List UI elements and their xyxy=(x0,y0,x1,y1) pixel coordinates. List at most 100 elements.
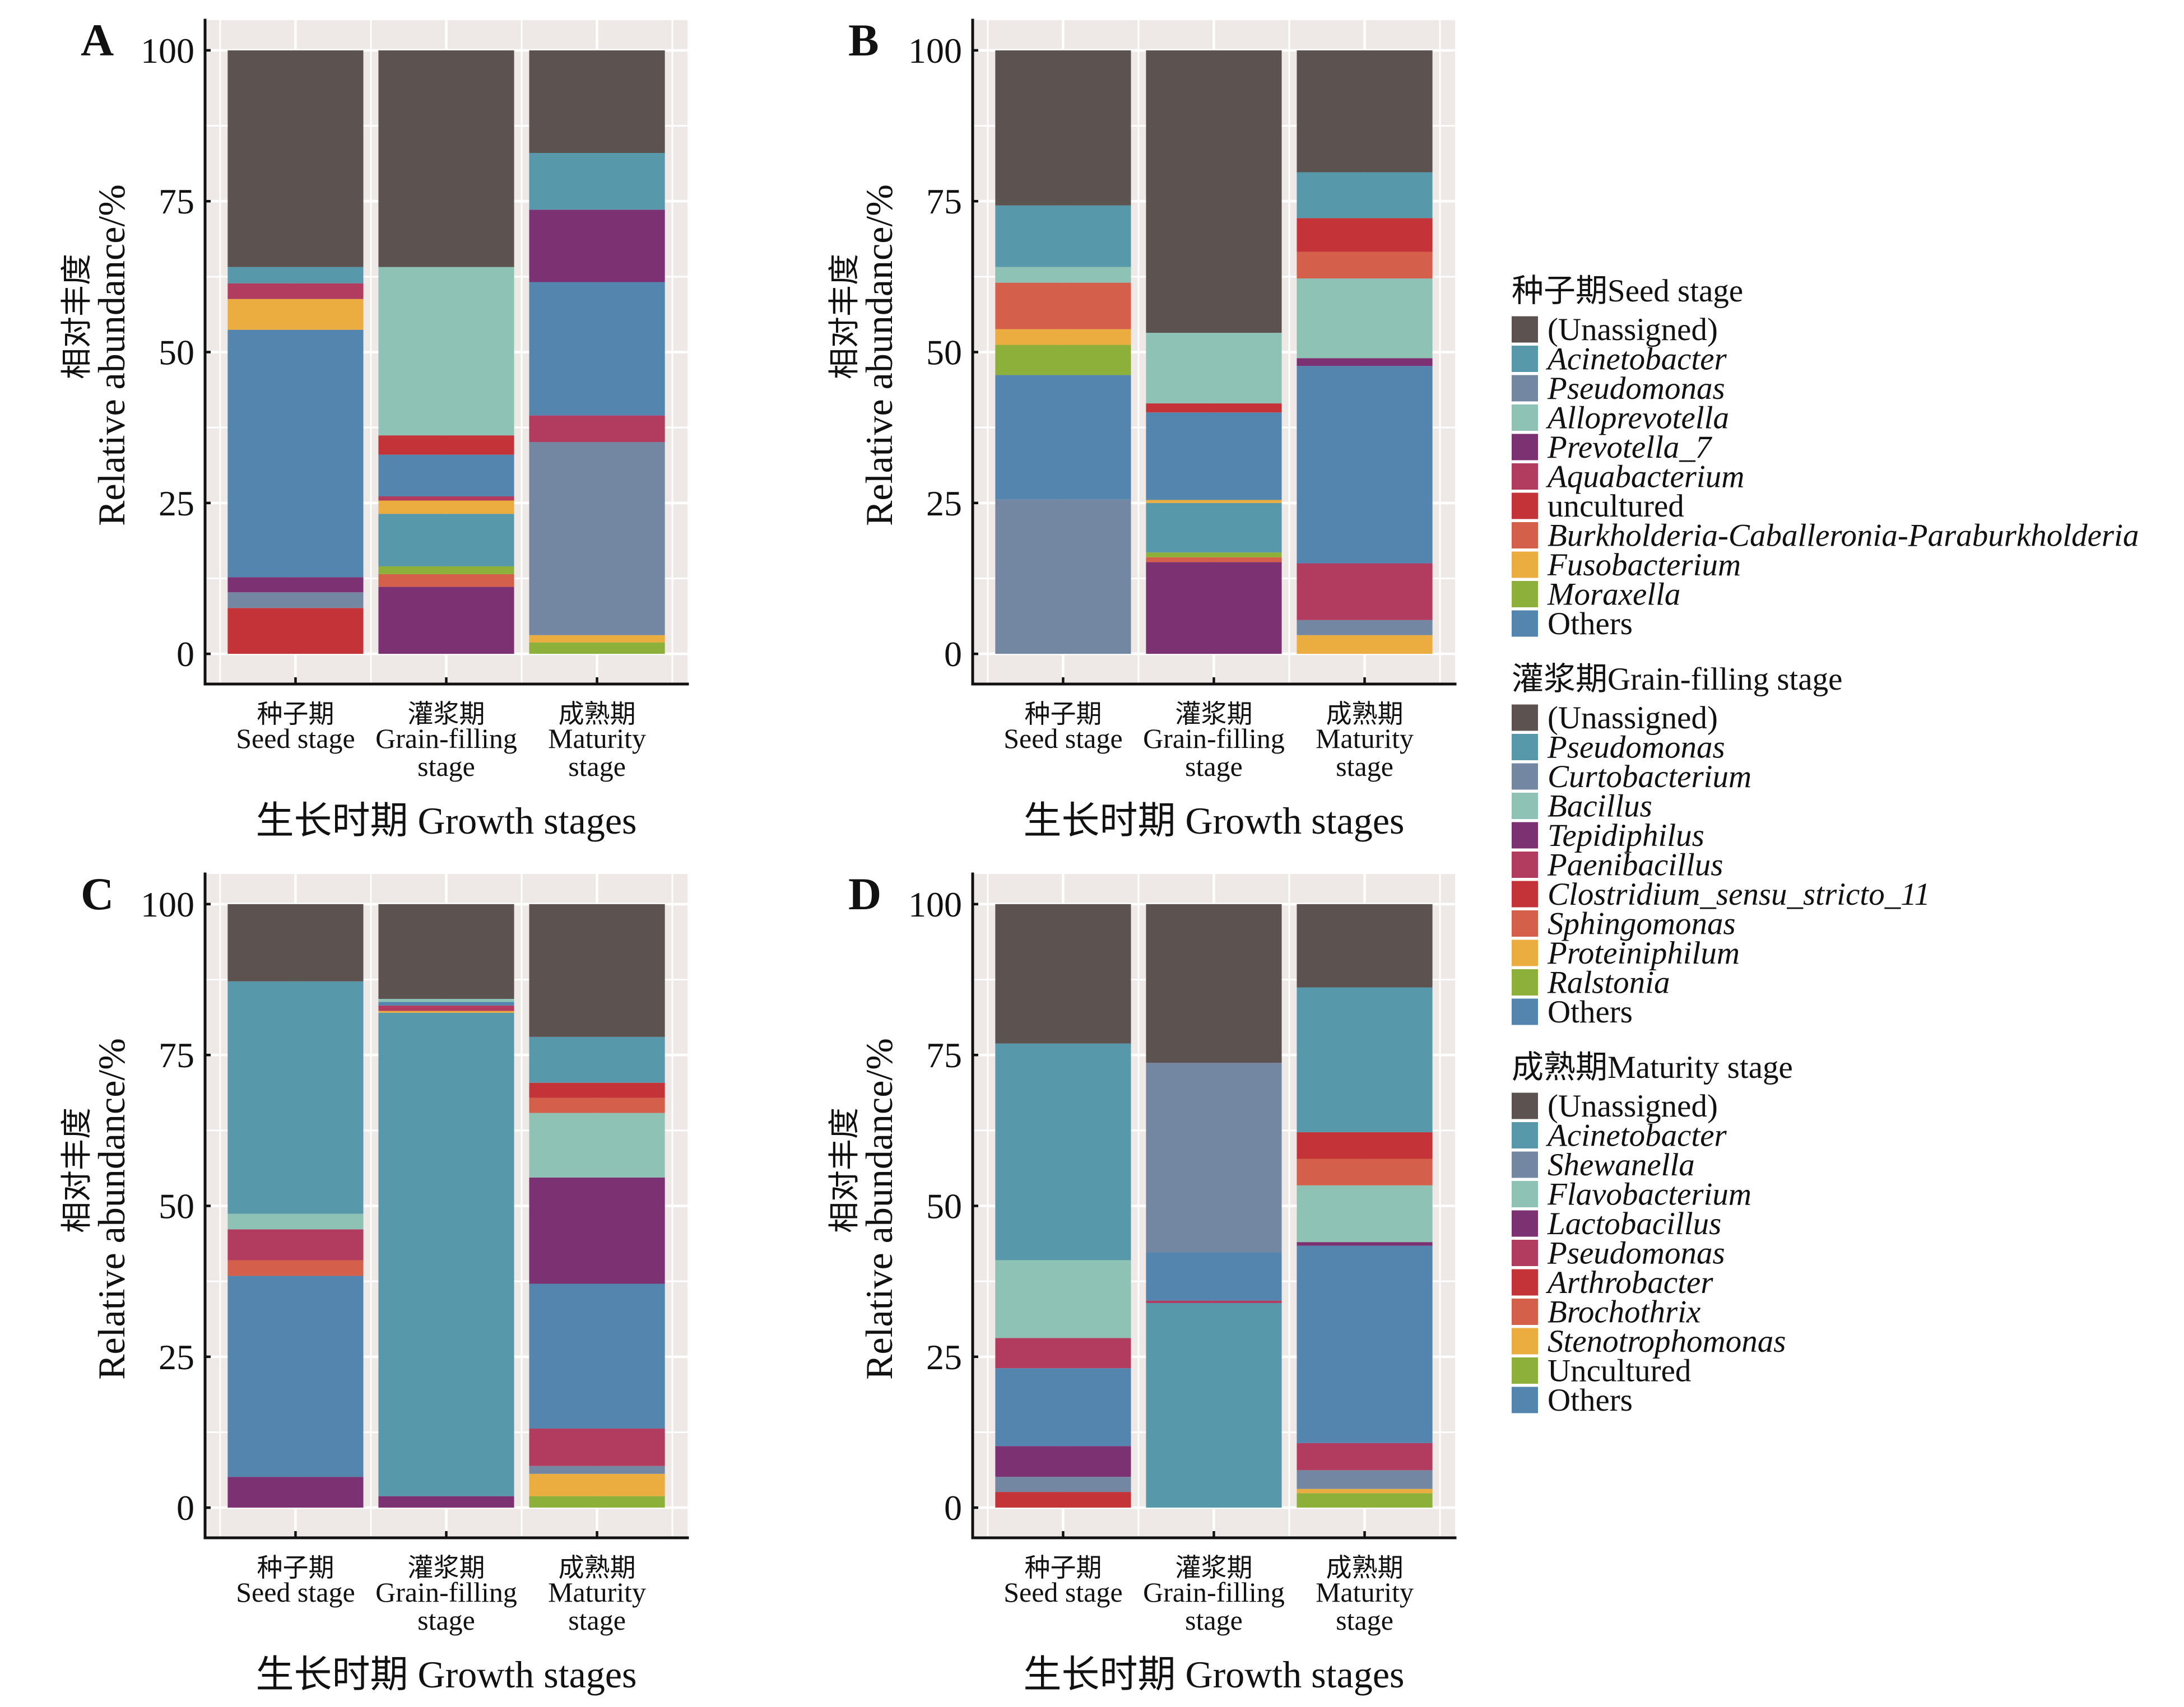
bar-segment-clostridium-sensu-stricto-11 xyxy=(1146,403,1282,413)
legend-item: Shewanella xyxy=(1512,1147,1695,1183)
legend-item: Burkholderia-Caballeronia-Paraburkholder… xyxy=(1512,518,2139,554)
legend-swatch xyxy=(1512,998,1538,1025)
legend-swatch xyxy=(1512,793,1538,819)
bar-segment-acinetobacter xyxy=(1297,987,1433,1133)
legend-label: Others xyxy=(1548,1383,1633,1418)
bar-segment-lactobacillus xyxy=(529,1177,665,1284)
legend-swatch xyxy=(1512,346,1538,372)
bar-segment-aquabacterium xyxy=(995,1338,1131,1369)
bar-segment-uncultured xyxy=(529,1496,665,1508)
y-tick-label: 50 xyxy=(926,333,962,373)
legend-label: Aquabacterium xyxy=(1545,459,1744,495)
bar-segment-proteiniphilum xyxy=(378,500,514,514)
y-tick-label: 75 xyxy=(926,1035,962,1075)
bar-segment-fusobacterium xyxy=(995,329,1131,345)
bar-segment-acinetobacter xyxy=(227,981,364,1214)
legend-label: Pseudomonas xyxy=(1547,1236,1725,1271)
bar-segment-stenotrophomonas xyxy=(1297,1489,1433,1494)
y-tick-label: 100 xyxy=(908,885,962,924)
legend-item: Bacillus xyxy=(1512,789,1652,824)
x-tick-label: Seed stage xyxy=(1003,723,1122,754)
bar-segment-arthrobacter xyxy=(529,1082,665,1098)
panel-label: B xyxy=(848,15,879,66)
bar-seed-stage xyxy=(227,50,364,654)
y-tick-label: 0 xyxy=(944,634,962,674)
bar-segment-pseudomonas xyxy=(378,514,514,566)
bar-segment-tepidiphilus xyxy=(378,587,514,654)
legend-swatch xyxy=(1512,734,1538,760)
legend-swatch xyxy=(1512,1357,1538,1384)
bar-segment-acinetobacter xyxy=(1297,172,1433,218)
legend-item: uncultured xyxy=(1512,489,1684,524)
legend-item: (Unassigned) xyxy=(1512,1089,1718,1124)
legend-label: Paenibacillus xyxy=(1547,848,1723,883)
legend-item: Flavobacterium xyxy=(1512,1177,1751,1212)
legend-swatch xyxy=(1512,1122,1538,1148)
bar-segment-shewanella xyxy=(1297,1470,1433,1489)
x-tick-label: stage xyxy=(1185,1604,1243,1636)
legend-label: Ralstonia xyxy=(1547,965,1670,1001)
bar-grain-filling-stage xyxy=(1146,904,1282,1508)
bar-maturity-stage xyxy=(529,904,665,1508)
bar-segment-ralstonia xyxy=(1146,552,1282,557)
bar-segment-alloprevotella xyxy=(995,1260,1131,1338)
x-tick-label: 种子期 xyxy=(1024,700,1102,728)
bar-segment-alloprevotella xyxy=(227,1213,364,1230)
bar-segment-pseudomonas xyxy=(1297,1443,1433,1471)
legend-swatch xyxy=(1512,1181,1538,1207)
bar-segment-aquabacterium xyxy=(227,1229,364,1261)
bar-segment-uncultured xyxy=(529,642,665,654)
legend-swatch xyxy=(1512,522,1538,548)
legend-swatch xyxy=(1512,704,1538,731)
y-tick-label: 50 xyxy=(159,1187,194,1226)
x-axis-title: 生长时期 Growth stages xyxy=(1024,799,1405,842)
legend-label: Uncultured xyxy=(1548,1353,1691,1389)
y-tick-label: 0 xyxy=(176,634,194,674)
x-tick-label: 成熟期 xyxy=(1326,1553,1404,1582)
legend-label: (Unassigned) xyxy=(1548,1089,1718,1124)
x-tick-label: Seed stage xyxy=(236,1576,355,1608)
bar-segment-lactobacillus xyxy=(1297,1242,1433,1246)
x-tick-label: Maturity xyxy=(548,1576,646,1608)
y-tick-label: 50 xyxy=(926,1187,962,1226)
x-tick-label: 灌浆期 xyxy=(408,700,485,728)
bar-segment-flavobacterium xyxy=(1297,1185,1433,1243)
legend-swatch xyxy=(1512,969,1538,996)
bar-segment-paenibacillus xyxy=(1146,1300,1282,1303)
legend-swatch xyxy=(1512,852,1538,878)
bar-segment-clostridium-sensu-stricto-11 xyxy=(378,435,514,455)
bar-segment-unassigned xyxy=(227,904,364,982)
legend-group-grain-filling-stage: 灌浆期Grain-filling stage(Unassigned)Pseudo… xyxy=(1512,662,1930,1030)
y-axis-title-en: Relative abundance/% xyxy=(90,184,133,526)
bar-seed-stage xyxy=(995,50,1131,654)
bar-segment-acinetobacter xyxy=(529,1036,665,1083)
legend-label: Prevotella_7 xyxy=(1547,430,1713,465)
bar-segment-others xyxy=(1297,1245,1433,1443)
bar-segment-pseudomonas xyxy=(529,415,665,443)
x-tick-label: Seed stage xyxy=(1003,1576,1122,1608)
bar-segment-lactobacillus xyxy=(1297,358,1433,366)
legend-group-maturity-stage: 成熟期Maturity stage (Unassigned)Acinetobact… xyxy=(1512,1050,1793,1418)
legend-label: Others xyxy=(1548,994,1633,1030)
bar-segment-moraxella xyxy=(995,345,1131,375)
legend-swatch xyxy=(1512,492,1538,519)
legend-item: Stenotrophomonas xyxy=(1512,1324,1786,1359)
legend-item: Sphingomonas xyxy=(1512,906,1736,942)
x-tick-label: 种子期 xyxy=(1024,1553,1102,1582)
legend-swatch xyxy=(1512,1269,1538,1296)
bar-maturity-stage xyxy=(1297,904,1433,1508)
bar-segment-unassigned xyxy=(1297,904,1433,988)
y-axis-title-zh: 相对丰度 xyxy=(828,1108,862,1233)
y-tick-label: 25 xyxy=(159,1337,194,1377)
y-axis-title-en: Relative abundance/% xyxy=(858,184,900,526)
legend-item: Others xyxy=(1512,994,1633,1030)
bar-segment-others xyxy=(995,1368,1131,1446)
legend-label: Bacillus xyxy=(1548,789,1652,824)
legend-swatch xyxy=(1512,1092,1538,1119)
bar-segment-shewanella xyxy=(529,442,665,635)
legend-swatch xyxy=(1512,1299,1538,1325)
y-tick-label: 25 xyxy=(159,483,194,523)
x-tick-label: stage xyxy=(417,751,475,782)
bar-segment-tepidiphilus xyxy=(1146,562,1282,654)
